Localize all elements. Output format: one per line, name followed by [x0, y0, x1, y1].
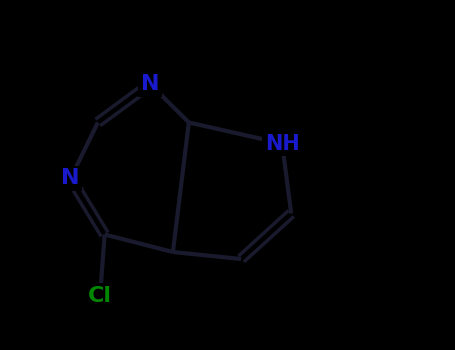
Text: NH: NH: [265, 133, 299, 154]
Text: Cl: Cl: [88, 286, 112, 306]
Text: N: N: [141, 74, 159, 94]
Text: N: N: [61, 168, 80, 189]
